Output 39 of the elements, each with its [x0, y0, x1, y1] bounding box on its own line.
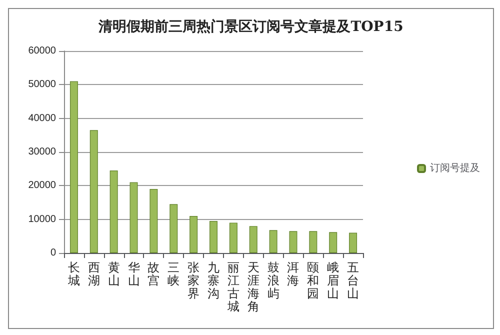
bar [190, 216, 198, 253]
bar [249, 226, 258, 253]
y-tick-label: 50000 [28, 79, 56, 90]
x-tick-label: 九寨沟 [208, 260, 220, 300]
bar [309, 231, 318, 253]
chart-title: 清明假期前三周热门景区订阅号文章提及TOP15 [98, 18, 404, 35]
bar [329, 232, 338, 253]
x-tick-label: 黄山 [108, 260, 120, 288]
x-tick-label: 峨眉山 [327, 260, 340, 300]
bar [229, 222, 238, 253]
x-tick-label: 丽江古城 [226, 260, 240, 314]
bar [210, 221, 218, 253]
bar [110, 170, 118, 253]
bar [170, 204, 178, 253]
x-tick-label: 洱海 [287, 260, 300, 288]
x-tick-label: 长城 [66, 260, 80, 288]
x-tick-label: 五台山 [347, 260, 360, 300]
bar [70, 81, 78, 253]
x-tick-label: 三峡 [168, 260, 180, 288]
bar [150, 189, 158, 253]
bar [130, 182, 138, 253]
legend-label: 订阅号提及 [430, 162, 480, 174]
x-tick-label: 西湖 [88, 260, 100, 288]
x-tick-label: 华山 [128, 260, 140, 288]
bar [349, 232, 358, 253]
y-tick-label: 60000 [28, 46, 56, 56]
y-tick-label: 40000 [28, 112, 56, 124]
x-tick-label: 张家界 [188, 260, 200, 300]
y-tick-label: 30000 [28, 146, 56, 158]
x-tick-label: 颐和园 [307, 260, 320, 300]
bar [269, 230, 278, 253]
x-tick-label: 鼓浪屿 [267, 260, 280, 300]
y-tick-label: 10000 [28, 214, 56, 225]
x-tick-label: 故宫 [148, 260, 160, 288]
bar [90, 130, 98, 253]
x-tick-label: 天涯海角 [247, 260, 260, 314]
y-tick-label: 20000 [28, 180, 56, 192]
y-tick-label: 0 [50, 248, 56, 258]
bar [289, 231, 298, 253]
